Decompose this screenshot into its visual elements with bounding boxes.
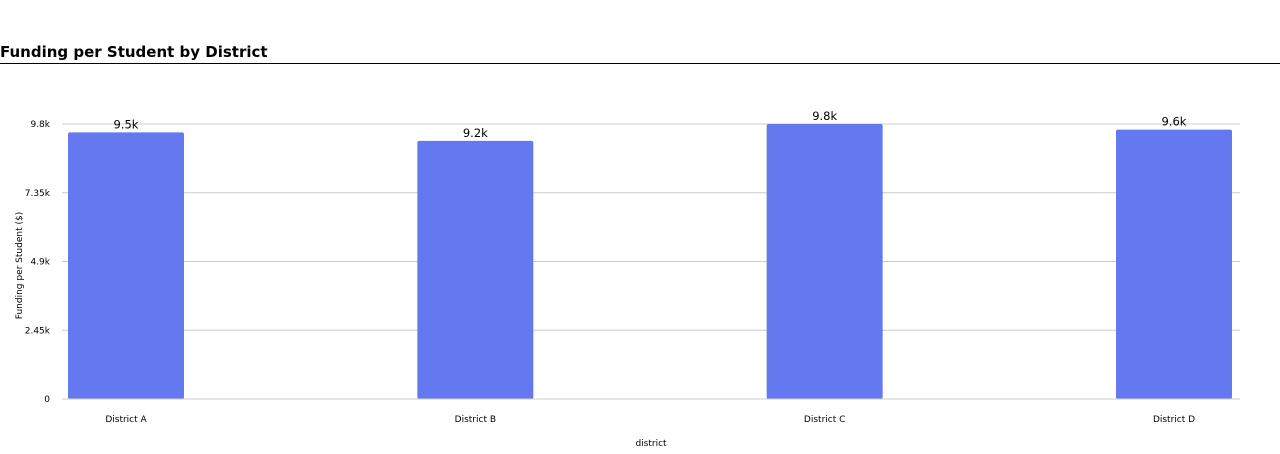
y-tick-label: 0: [44, 395, 50, 405]
x-tick-label: District B: [455, 415, 496, 425]
y-tick-label: 4.9k: [30, 258, 50, 268]
title-divider: [0, 63, 1280, 64]
bar-data-label: 9.6k: [1162, 115, 1187, 129]
x-axis-title: district: [635, 439, 667, 449]
bar: [1116, 129, 1232, 399]
bar: [68, 132, 184, 399]
bar: [417, 140, 534, 399]
chart-title: Funding per Student by District: [0, 43, 268, 61]
bar-data-label: 9.8k: [812, 109, 837, 123]
bars: [68, 124, 1232, 399]
y-tick-label: 2.45k: [25, 326, 51, 336]
bar-data-label: 9.5k: [114, 117, 139, 131]
data-labels: 9.5k 9.2k 9.8k 9.6k: [114, 109, 1187, 140]
x-tick-label: District A: [105, 415, 147, 425]
gridlines: [62, 123, 1240, 331]
y-axis-ticks: 0 2.45k 4.9k 7.35k 9.8k: [25, 120, 51, 405]
x-tick-label: District C: [804, 415, 845, 425]
y-tick-label: 7.35k: [25, 189, 51, 199]
y-tick-label: 9.8k: [30, 120, 50, 130]
bar: [766, 124, 883, 399]
y-axis-title: Funding per Student ($): [15, 212, 25, 319]
x-tick-label: District D: [1153, 415, 1195, 425]
bar-data-label: 9.2k: [463, 126, 488, 140]
x-axis-ticks: District A District B District C District D: [105, 415, 1195, 425]
